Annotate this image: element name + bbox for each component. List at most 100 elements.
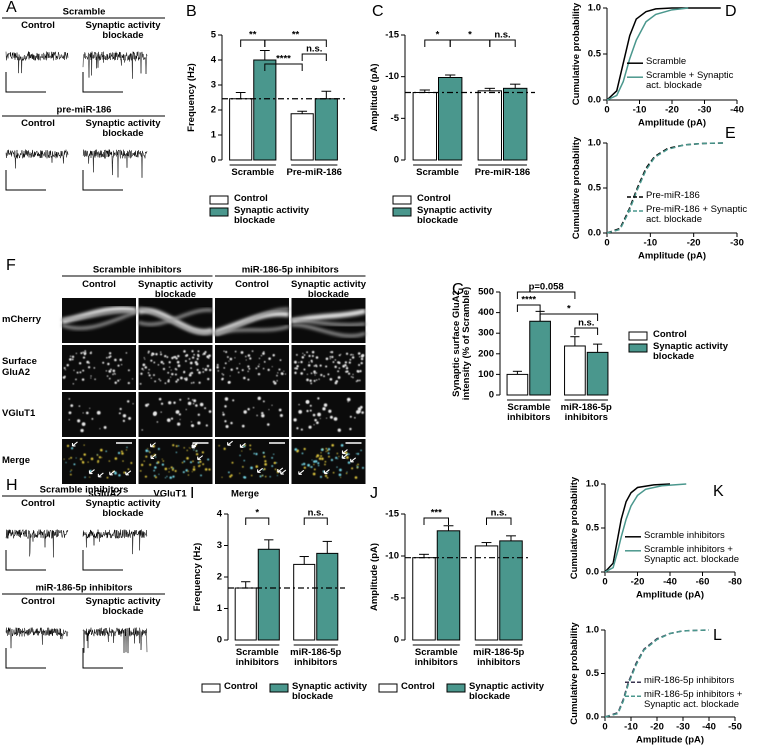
puncta — [352, 373, 354, 376]
puncta — [356, 464, 358, 467]
puncta — [315, 379, 318, 381]
puncta — [252, 406, 255, 409]
y-tick-label: 3 — [217, 540, 222, 551]
puncta — [99, 448, 103, 452]
puncta — [141, 429, 143, 431]
micrograph-content — [222, 396, 283, 429]
scale-bar — [82, 648, 123, 669]
puncta — [144, 366, 148, 369]
puncta — [346, 370, 349, 373]
puncta — [204, 468, 208, 471]
puncta — [315, 364, 318, 367]
puncta — [147, 448, 149, 450]
x-tick-label: -10 — [633, 105, 647, 116]
puncta — [121, 364, 123, 366]
puncta — [204, 407, 207, 410]
puncta — [224, 405, 227, 408]
condition-label-box: Control — [21, 499, 55, 509]
puncta — [329, 356, 332, 358]
puncta — [172, 475, 175, 478]
y-tick-label: 300 — [478, 328, 494, 339]
y-tick-label: 2 — [211, 105, 216, 116]
puncta — [82, 460, 84, 463]
puncta — [130, 462, 133, 464]
puncta — [202, 367, 204, 370]
puncta — [177, 364, 181, 368]
y-axis-label: Amplitude (pA) — [368, 63, 380, 132]
puncta — [66, 363, 69, 367]
x-tick-label: -30 — [676, 722, 690, 733]
puncta — [357, 407, 362, 411]
puncta — [153, 474, 156, 477]
legend-label-box: Synaptic activity blockade — [234, 206, 309, 226]
puncta — [273, 453, 275, 455]
puncta — [158, 397, 162, 401]
puncta — [117, 364, 120, 367]
x-tick-label-box: Pre-miR-186 — [475, 168, 530, 178]
puncta — [204, 368, 208, 371]
significance-label: *** — [431, 508, 442, 519]
puncta — [173, 401, 176, 404]
puncta — [166, 475, 168, 478]
puncta — [247, 408, 250, 411]
significance-label: * — [255, 508, 259, 519]
puncta — [328, 409, 332, 413]
x-tick-label: -10 — [624, 722, 638, 733]
legend-label-box: Control — [401, 682, 435, 692]
puncta — [325, 357, 329, 361]
puncta — [257, 365, 260, 368]
puncta — [243, 476, 247, 479]
x-tick-label: miR-186-5p inhibitors — [473, 648, 525, 669]
puncta — [245, 355, 247, 358]
puncta — [205, 424, 208, 427]
micrograph — [215, 345, 289, 390]
column-label-box: Control — [235, 280, 269, 290]
y-tick-label: 4 — [217, 509, 223, 520]
puncta — [185, 469, 188, 472]
puncta — [306, 373, 309, 375]
dendrite — [214, 307, 290, 336]
puncta — [87, 366, 91, 369]
puncta — [264, 462, 267, 466]
y-axis-label-box: Cumulative probability — [569, 477, 580, 579]
puncta — [175, 445, 178, 448]
puncta — [179, 418, 181, 421]
puncta — [177, 354, 180, 358]
puncta — [294, 360, 297, 364]
puncta — [170, 466, 173, 469]
x-tick-label: Scramble — [416, 168, 459, 178]
legend-swatch — [201, 683, 221, 693]
puncta — [313, 468, 316, 471]
significance-label: * — [468, 30, 472, 41]
puncta — [106, 375, 109, 377]
puncta — [144, 358, 146, 360]
bar — [503, 87, 528, 161]
puncta — [68, 419, 70, 421]
legend-swatch — [446, 683, 466, 693]
significance-bracket — [245, 517, 270, 525]
legend-label: Synaptic activity blockade — [292, 682, 367, 703]
condition-label: Control — [21, 499, 55, 509]
puncta — [267, 368, 270, 372]
legend-label-box: Synaptic activity blockade — [417, 206, 492, 226]
panel-letter: D — [725, 3, 737, 20]
y-tick-label: -10 — [385, 71, 399, 82]
legend-label: miR-186-5p inhibitors — [644, 676, 735, 687]
puncta — [154, 476, 157, 479]
puncta — [323, 375, 325, 378]
legend-label-box: Pre-miR-186 + Synaptic act. blockade — [646, 205, 747, 225]
puncta — [216, 364, 219, 366]
puncta — [309, 379, 312, 382]
y-axis-label-box: Cumulative probability — [569, 622, 580, 724]
puncta — [331, 443, 335, 447]
current-trace — [82, 529, 148, 555]
bar — [586, 351, 609, 396]
puncta — [191, 356, 195, 359]
y-axis-label-box: Frequency (Hz) — [186, 63, 197, 132]
puncta — [229, 475, 232, 478]
puncta — [63, 458, 65, 460]
puncta — [189, 461, 193, 464]
puncta — [84, 476, 86, 479]
micrograph-content — [62, 350, 134, 385]
